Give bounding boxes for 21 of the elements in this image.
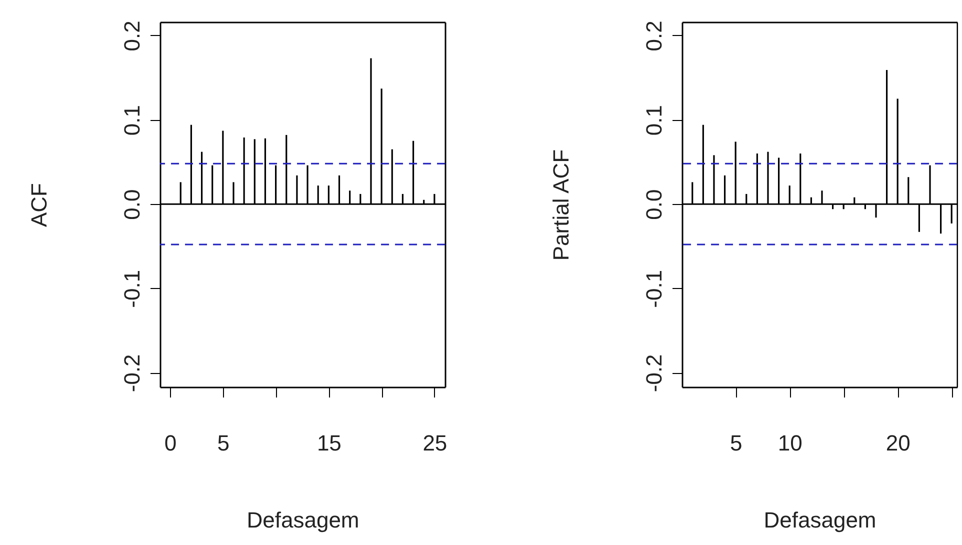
y-tick-label: 0.1: [642, 104, 666, 136]
x-axis-title: Defasagem: [764, 508, 876, 532]
y-tick-label: -0.2: [642, 354, 666, 392]
y-tick-label: 0.2: [120, 20, 144, 52]
x-tick-label: 20: [886, 430, 910, 456]
y-tick-label: 0.1: [120, 104, 144, 136]
y-axis-title: ACF: [26, 183, 52, 227]
x-tick-label: 25: [422, 430, 448, 456]
y-tick-label: 0.0: [120, 189, 144, 220]
x-tick-label: 5: [217, 430, 230, 456]
y-tick-label: -0.1: [642, 270, 666, 308]
y-tick-label: -0.2: [120, 354, 144, 392]
x-tick-label: 15: [316, 430, 342, 456]
y-axis-title: Partial ACF: [548, 149, 574, 261]
x-tick-label: 10: [778, 430, 802, 456]
x-tick-label: 5: [730, 430, 742, 456]
y-tick-label: 0.0: [642, 189, 666, 220]
y-tick-label: 0.2: [642, 20, 666, 52]
x-tick-label: 0: [164, 430, 177, 456]
x-axis-title: Defasagem: [246, 508, 360, 532]
y-tick-label: -0.1: [120, 270, 144, 308]
